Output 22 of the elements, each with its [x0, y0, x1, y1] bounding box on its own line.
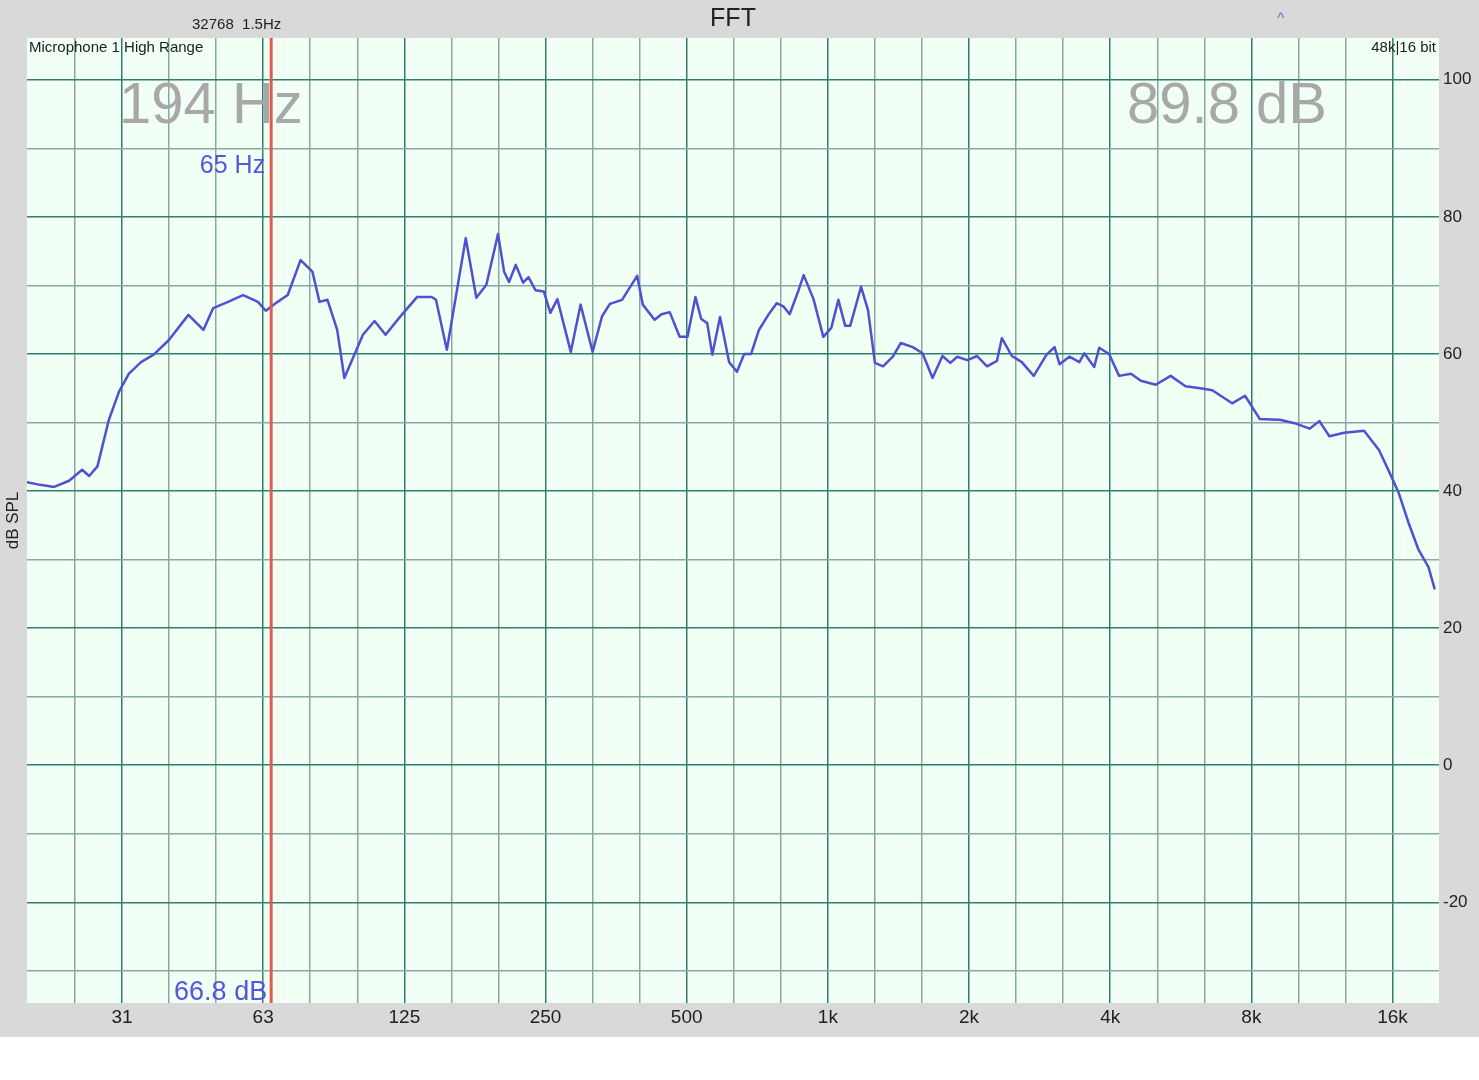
- y-tick-label: 0: [1443, 754, 1453, 774]
- y-tick-label: 60: [1443, 343, 1462, 363]
- y-tick-label: 80: [1443, 206, 1462, 226]
- annotation: Microphone 1 High Range: [29, 38, 204, 55]
- x-tick-label: 1k: [817, 1005, 839, 1027]
- x-tick-label: 16k: [1377, 1005, 1409, 1027]
- y-tick-label: -20: [1443, 891, 1468, 911]
- chart-title: FFT: [710, 2, 756, 31]
- text: ^: [1277, 9, 1285, 27]
- x-tick-label: 250: [529, 1005, 562, 1027]
- y-axis-title: dB SPL: [2, 491, 22, 550]
- x-tick-label: 8k: [1241, 1005, 1262, 1027]
- y-tick-label: 100: [1443, 69, 1472, 89]
- x-tick-label: 2k: [958, 1005, 980, 1027]
- y-tick-label: 20: [1443, 617, 1462, 637]
- y-tick-label: 40: [1443, 480, 1462, 500]
- x-tick-label: 4k: [1100, 1005, 1121, 1027]
- x-tick-label: 500: [670, 1005, 703, 1027]
- x-tick-label: 31: [111, 1005, 133, 1027]
- x-tick-label: 125: [388, 1005, 421, 1027]
- text: 32768 1.5Hz: [192, 14, 282, 32]
- x-tick-label: 63: [252, 1005, 274, 1027]
